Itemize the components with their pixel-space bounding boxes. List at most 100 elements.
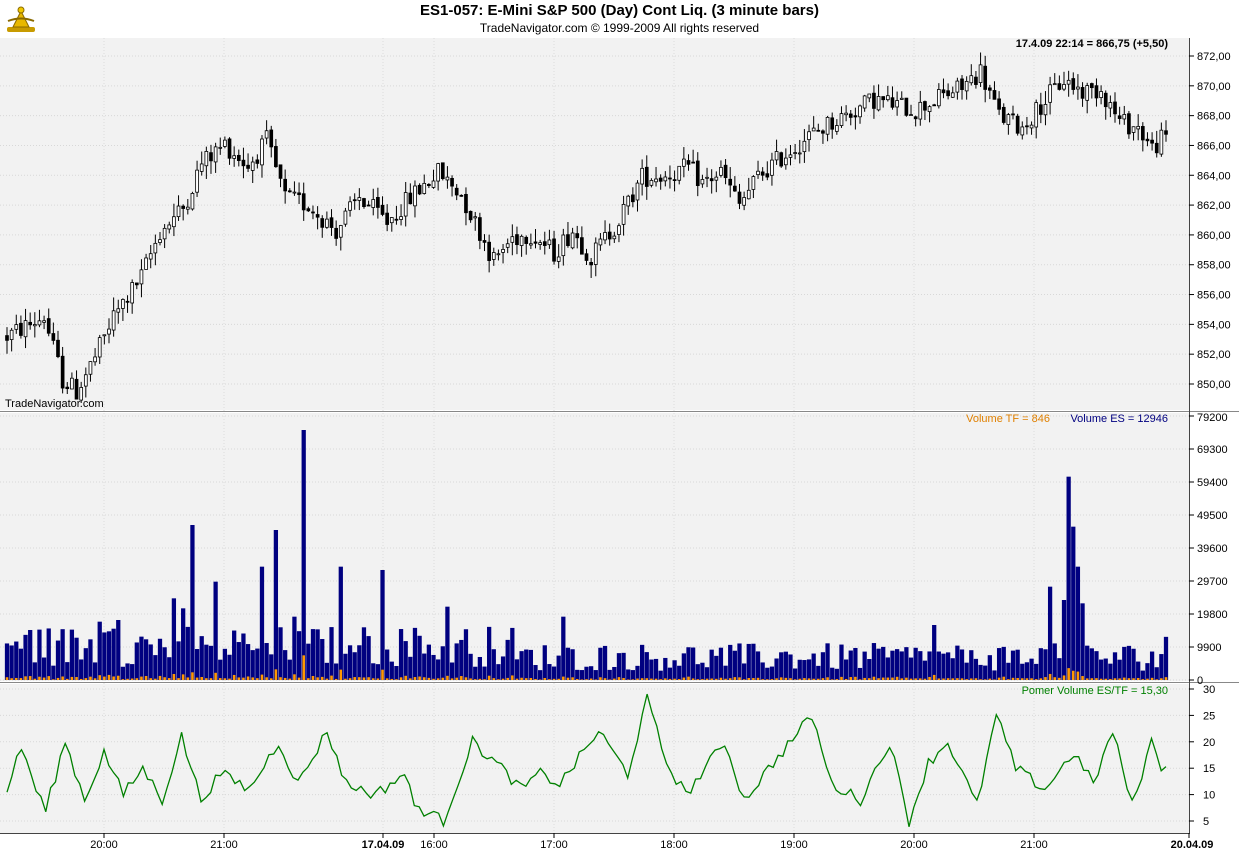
volume-tf-bar [881, 677, 885, 680]
volume-es-bar [500, 656, 506, 680]
volume-es-bar [1043, 649, 1048, 680]
candle-body [134, 282, 139, 286]
volume-tick-label: 59400 [1197, 477, 1228, 489]
candle-body [1066, 79, 1071, 85]
volume-es-bar [969, 650, 974, 680]
volume-es-bar [194, 649, 200, 680]
volume-tf-bar [784, 677, 788, 680]
candle [584, 248, 589, 266]
volume-tf-bar [228, 678, 231, 680]
volume-es-bar [14, 641, 19, 680]
volume-tf-bar [840, 676, 843, 680]
volume-es-bar [1024, 662, 1030, 680]
candle-body [848, 113, 853, 118]
candle-body [1076, 86, 1080, 90]
candle [797, 139, 802, 164]
volume-es-bar [301, 430, 306, 680]
volume-es-bar [1098, 659, 1104, 680]
candle-body [501, 249, 505, 253]
candle-body [334, 227, 338, 239]
volume-es-bar [1140, 670, 1145, 680]
volume-es-bar [1122, 646, 1127, 680]
volume-tf-bar [775, 678, 778, 680]
candle-body [1103, 92, 1108, 108]
volume-es-bar [431, 654, 436, 680]
volume-es-bar [130, 664, 135, 680]
volume-tf-bar [807, 678, 811, 680]
volume-tf-bar [868, 678, 871, 680]
volume-tf-bar [858, 679, 862, 680]
candle [468, 210, 473, 223]
volume-es-bar [473, 666, 478, 680]
volume-tf-bar [1113, 678, 1117, 680]
volume-tf-bar [1034, 679, 1038, 680]
volume-es-bar [561, 616, 566, 680]
volume-tf-bar [673, 678, 676, 680]
volume-es-bar [983, 665, 988, 680]
volume-tf-bar [631, 679, 635, 680]
volume-tf-bar [1002, 676, 1006, 680]
candle [389, 217, 394, 232]
volume-es-bar [278, 627, 283, 680]
candle [589, 257, 593, 278]
volume-es-bar [403, 641, 408, 680]
candle [269, 125, 274, 158]
candle-body [936, 89, 941, 107]
candle [32, 312, 37, 338]
candle-body [162, 227, 167, 240]
candle [1025, 116, 1029, 135]
volume-es-bar [1085, 645, 1090, 680]
volume-tf-bar [654, 678, 658, 680]
candle [83, 367, 88, 398]
volume-tf-bar [821, 678, 825, 680]
volume-tf-bar [33, 678, 37, 680]
volume-tf-bar [613, 678, 616, 680]
volume-tf-bar [376, 678, 380, 680]
candle-body [580, 237, 584, 255]
candle [417, 183, 422, 196]
candle-body [139, 269, 144, 285]
time-tick-label: 20:00 [90, 839, 118, 851]
candle [5, 327, 9, 354]
candle-body [719, 166, 723, 176]
candle [705, 167, 709, 188]
candle [148, 245, 153, 269]
volume-tf-bar [1136, 678, 1140, 680]
candle-body [394, 218, 399, 221]
volume-tf-bar [418, 676, 421, 680]
volume-es-bar [510, 627, 515, 680]
volume-es-bar [1117, 659, 1122, 680]
volume-es-bar [862, 651, 867, 680]
candle-body [403, 192, 408, 217]
candle-body [1145, 138, 1150, 142]
candle-body [695, 160, 700, 187]
candle [1020, 121, 1025, 140]
volume-tf-bar [218, 678, 222, 680]
candle-body [533, 241, 538, 244]
candle-body [1015, 115, 1020, 134]
volume-tf-bar [265, 677, 268, 680]
volume-tf-bar [937, 678, 941, 680]
volume-tf-bar [320, 676, 324, 680]
candle-body [218, 146, 223, 149]
candle [978, 52, 983, 87]
candle [121, 298, 125, 321]
volume-es-bar [932, 625, 937, 680]
volume-es-bar [589, 666, 594, 680]
volume-tf-bar [487, 675, 491, 680]
candle-body [835, 125, 839, 132]
candle-body [1154, 142, 1159, 154]
candle [311, 205, 315, 220]
volume-es-bar [1066, 476, 1071, 680]
volume-es-bar [380, 570, 385, 680]
candle [218, 137, 223, 155]
candle-body [46, 318, 51, 334]
volume-es-bar [885, 657, 890, 680]
volume-tf-bar [608, 679, 611, 680]
volume-es-bar [51, 665, 56, 680]
candle-body [705, 176, 709, 179]
volume-es-bar [774, 658, 779, 680]
candle [853, 107, 858, 130]
candle-body [760, 171, 765, 176]
candle [672, 170, 677, 192]
